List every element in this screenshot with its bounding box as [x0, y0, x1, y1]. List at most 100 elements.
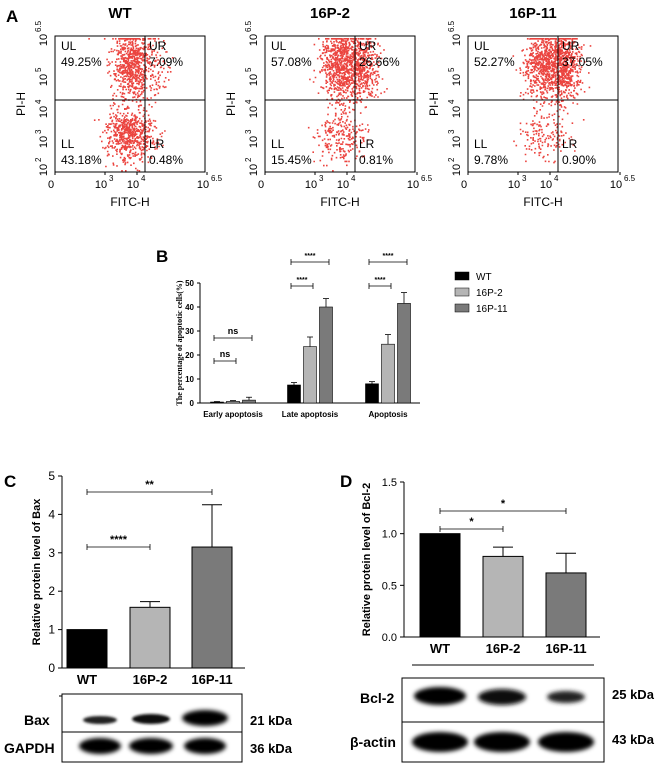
flow-plot-title: WT	[108, 5, 131, 22]
y-tick-label-group: 104	[34, 99, 50, 118]
x-axis-label: FITC-H	[320, 195, 359, 209]
bar-wt-2	[365, 383, 379, 404]
blot-band	[412, 732, 468, 752]
quadrant-value-ur: 26.66%	[359, 55, 400, 69]
blot-label-bax: Bax	[24, 712, 50, 728]
y-tick-exponent: 4	[34, 99, 43, 104]
bar-wt-1	[287, 384, 301, 404]
y-tick-label: 1.0	[382, 529, 397, 541]
bar-0	[419, 533, 461, 638]
y-axis-label-group: Relative protein level of Bcl-2	[361, 483, 373, 636]
bax-bar-chart: 0 1 2 3 4 5 Relative protein level of Bax WT 16P…	[31, 469, 245, 697]
y-tick-label: 10	[451, 34, 463, 46]
x-tick-label: Late apoptosis	[282, 410, 339, 419]
y-tick-label: 4	[48, 507, 55, 521]
blot-size-bcl2: 25 kDa	[612, 687, 655, 702]
y-tick-exponent: 6.5	[34, 20, 43, 32]
blot-band	[474, 732, 530, 752]
y-axis-label: The percentage of apoptotic cells(%)	[175, 280, 184, 405]
bar-1	[482, 555, 524, 638]
quadrant-name-ur: UR	[149, 39, 167, 53]
y-axis-label-group: PI-H	[14, 92, 28, 116]
x-tick-exponent: 6.5	[624, 174, 636, 183]
y-tick-label: 50	[185, 279, 194, 288]
y-tick-label: 10	[185, 375, 194, 384]
bcl2-bar-chart: 0.0 0.5 1.0 1.5 Relative protein level of Bc…	[361, 477, 600, 666]
y-tick-label: 10	[38, 106, 50, 118]
y-tick-label: 10	[451, 74, 463, 86]
panel-label-c: C	[4, 472, 16, 491]
legend-swatch-0	[454, 271, 470, 281]
flow-plot-frame	[54, 35, 206, 173]
x-tick-label: 10	[610, 179, 622, 191]
quadrant-name-ll: LL	[474, 137, 488, 151]
y-tick-exponent: 3	[447, 129, 456, 134]
y-tick-exponent: 2	[244, 157, 253, 162]
blot-band	[83, 716, 117, 724]
y-tick-label-group: 102	[447, 157, 463, 176]
significance-label: *	[501, 498, 506, 510]
y-tick-label: 10	[248, 34, 260, 46]
bar-wt-0	[210, 401, 224, 404]
x-tick-label: 10	[127, 179, 139, 191]
flow-events	[88, 38, 174, 172]
y-tick-exponent: 3	[244, 129, 253, 134]
significance-label: **	[145, 479, 154, 491]
y-tick-label: 10	[38, 164, 50, 176]
quadrant-value-ll: 43.18%	[61, 153, 102, 167]
quadrant-value-ur: 7.09%	[149, 55, 183, 69]
y-tick-label-group: 102	[244, 157, 260, 176]
flow-plot-title: 16P-2	[310, 5, 350, 22]
x-tick-label: 10	[540, 179, 552, 191]
x-tick-label: WT	[77, 672, 97, 687]
y-axis-label: PI-H	[224, 92, 238, 116]
y-tick-label: 10	[451, 106, 463, 118]
x-tick-label: 16P-11	[191, 672, 232, 687]
blot-band	[547, 691, 585, 703]
bar-2	[545, 572, 587, 638]
quadrant-name-lr: LR	[562, 137, 578, 151]
y-axis-label-group: Relative protein level of Bax	[31, 498, 43, 646]
x-axis-label: FITC-H	[110, 195, 149, 209]
flow-events	[307, 38, 388, 172]
y-tick-label-group: 104	[244, 99, 260, 118]
y-tick-label: 40	[185, 303, 194, 312]
blot-band	[182, 710, 228, 726]
y-tick-label: 20	[185, 351, 194, 360]
x-tick-exponent: 6.5	[211, 174, 223, 183]
y-tick-exponent: 2	[447, 157, 456, 162]
blot-band	[478, 689, 526, 705]
y-tick-label: 10	[38, 34, 50, 46]
x-tick-exponent: 6.5	[421, 174, 433, 183]
bar-1	[129, 606, 171, 669]
y-tick-label: 10	[248, 164, 260, 176]
x-tick-label: 16P-2	[133, 672, 168, 687]
quadrant-value-ll: 9.78%	[474, 153, 508, 167]
y-tick-label: 10	[38, 74, 50, 86]
panel-label-b: B	[156, 247, 168, 266]
y-tick-label: 0	[190, 399, 195, 408]
x-tick-exponent: 4	[351, 174, 356, 183]
bar-2	[191, 546, 233, 669]
bar-16p-2-1	[303, 346, 317, 404]
x-tick-label: 0	[258, 179, 264, 191]
x-tick-label: 10	[337, 179, 349, 191]
y-tick-label: 1	[48, 623, 55, 637]
y-tick-exponent: 3	[34, 129, 43, 134]
y-tick-label-group: 105	[244, 67, 260, 86]
x-tick-label: WT	[430, 641, 450, 656]
y-tick-label-group: 105	[34, 67, 50, 86]
x-tick-label: Apoptosis	[368, 410, 408, 419]
x-tick-exponent: 4	[554, 174, 559, 183]
x-tick-label: Early apoptosis	[203, 410, 263, 419]
y-tick-label: 30	[185, 327, 194, 336]
y-tick-exponent: 2	[34, 157, 43, 162]
y-axis-label: PI-H	[427, 92, 441, 116]
y-tick-label: 0.0	[382, 632, 397, 644]
y-axis-label-group: The percentage of apoptotic cells(%)	[175, 280, 184, 405]
blot-band	[129, 738, 173, 754]
y-axis-label: Relative protein level of Bcl-2	[361, 483, 373, 636]
